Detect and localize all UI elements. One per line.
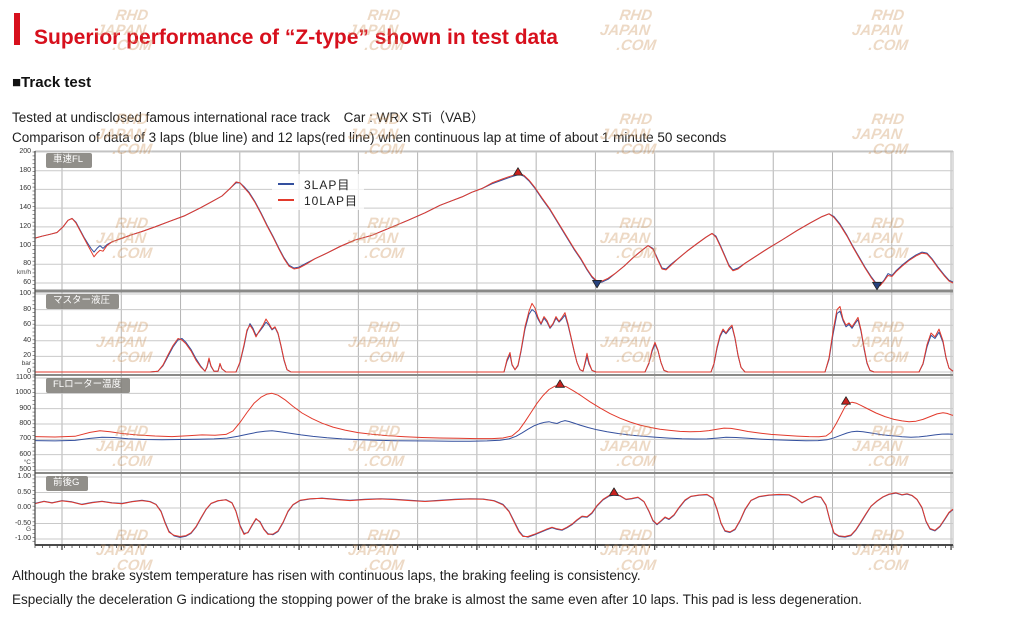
y-axis-tick-label: 80 bbox=[23, 260, 31, 268]
y-axis-tick-label: 160 bbox=[19, 185, 31, 193]
legend-label-10lap: 10LAP目 bbox=[304, 193, 359, 208]
y-axis-tick-label: 100 bbox=[19, 241, 31, 249]
legend-item-10lap: 10LAP目 bbox=[278, 192, 358, 208]
y-axis-tick-label: km/h bbox=[16, 268, 31, 276]
y-axis-tick-label: G bbox=[25, 526, 31, 534]
telemetry-chart-region: 200 180 160 140 120 100 80 km/h 60 100 80 60 40 20 bar… bbox=[0, 148, 960, 558]
title-accent-bar bbox=[14, 13, 20, 45]
panel-tag-longitudinal-g: 前後G bbox=[46, 476, 89, 491]
legend-item-3lap: 3LAP目 bbox=[278, 176, 358, 192]
chart-legend: 3LAP目 10LAP目 bbox=[272, 174, 365, 210]
y-axis-tick-label: 1000 bbox=[15, 389, 31, 397]
y-axis-tick-label: 900 bbox=[19, 404, 31, 412]
y-axis-tick-label: 80 bbox=[23, 305, 31, 313]
rhdjapan-watermark: RHD JAPAN .COM bbox=[598, 7, 658, 54]
y-axis-tick-label: 20 bbox=[23, 352, 31, 360]
legend-label-3lap: 3LAP目 bbox=[304, 177, 351, 192]
page-title: Superior performance of “Z-type” shown i… bbox=[34, 26, 558, 50]
footer-text-line2: Especially the deceleration G indication… bbox=[12, 592, 862, 607]
y-axis-tick-label: 100 bbox=[19, 290, 31, 297]
y-axis-tick-label: 1100 bbox=[15, 374, 31, 381]
y-axis-tick-label: 140 bbox=[19, 204, 31, 212]
intro-text-line1: Tested at undisclosed famous internation… bbox=[12, 110, 485, 125]
y-axis-tick-label: 1.00 bbox=[17, 473, 31, 480]
y-axis-tick-label: 0.00 bbox=[17, 504, 31, 511]
y-axis-tick-label: °C bbox=[23, 459, 31, 467]
y-axis-tick-label: 700 bbox=[19, 435, 31, 443]
panel-tag-speed: 車速FL bbox=[46, 153, 93, 168]
telemetry-chart bbox=[32, 150, 954, 550]
y-axis-tick-label: bar bbox=[21, 360, 31, 368]
y-axis-tick-label: -0.50 bbox=[15, 519, 31, 527]
y-axis-tick-label: 60 bbox=[23, 321, 31, 329]
y-axis-tick-label: 0.50 bbox=[17, 488, 31, 496]
legend-swatch-blue bbox=[278, 183, 294, 185]
y-axis-tick-label: 60 bbox=[23, 279, 31, 286]
y-axis-tick-label: 120 bbox=[19, 222, 31, 230]
footer-text-line1: Although the brake system temperature ha… bbox=[12, 568, 641, 583]
y-axis-tick-label: 40 bbox=[23, 336, 31, 344]
y-axis-tick-label: 500 bbox=[19, 466, 31, 473]
y-axis-tick-label: 180 bbox=[19, 166, 31, 174]
section-heading-track-test: ■Track test bbox=[12, 74, 92, 91]
legend-swatch-red bbox=[278, 199, 294, 201]
panel-tag-rotor-temp: FLローター温度 bbox=[46, 378, 131, 393]
y-axis-tick-label: 0 bbox=[27, 368, 31, 375]
rhdjapan-watermark: RHD JAPAN .COM bbox=[850, 7, 910, 54]
intro-text-line2: Comparison of data of 3 laps (blue line)… bbox=[12, 130, 727, 145]
y-axis-tick-label: 200 bbox=[19, 148, 31, 155]
y-axis-tick-label: 600 bbox=[19, 450, 31, 458]
panel-tag-master-pressure: マスター液圧 bbox=[46, 294, 120, 309]
y-axis-tick-label: -1.00 bbox=[15, 535, 31, 542]
y-axis-tick-label: 800 bbox=[19, 420, 31, 427]
